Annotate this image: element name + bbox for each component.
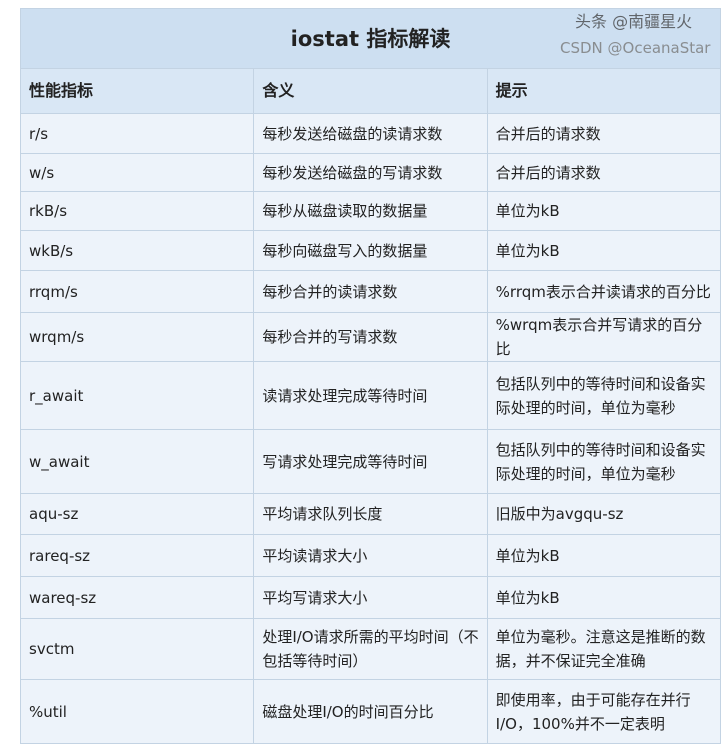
metric-cell: r/s: [19, 113, 255, 154]
hint-cell: 包括队列中的等待时间和设备实际处理的时间，单位为毫秒: [486, 361, 722, 430]
meaning-cell: 每秒向磁盘写入的数据量: [253, 230, 488, 271]
table-row: wkB/s 每秒向磁盘写入的数据量 单位为kB: [19, 230, 722, 271]
table-row: r/s 每秒发送给磁盘的读请求数 合并后的请求数: [19, 113, 722, 154]
hint-cell: 单位为kB: [486, 576, 722, 619]
table-row: rrqm/s 每秒合并的读请求数 %rrqm表示合并读请求的百分比: [19, 270, 722, 313]
metric-cell: rkB/s: [19, 191, 255, 231]
hint-cell: 单位为kB: [486, 534, 722, 577]
table-row: svctm 处理I/O请求所需的平均时间（不包括等待时间） 单位为毫秒。注意这是推断…: [19, 618, 722, 680]
table-row: wareq-sz 平均写请求大小 单位为kB: [19, 576, 722, 619]
column-header-metric: 性能指标: [19, 68, 255, 114]
table-row: %util 磁盘处理I/O的时间百分比 即使用率，由于可能存在并行I/O，100%并…: [19, 679, 722, 744]
meaning-cell: 平均读请求大小: [253, 534, 488, 577]
meaning-cell: 处理I/O请求所需的平均时间（不包括等待时间）: [253, 618, 488, 680]
hint-cell: 即使用率，由于可能存在并行I/O，100%并不一定表明: [486, 679, 722, 744]
metric-cell: wareq-sz: [19, 576, 255, 619]
table-row: aqu-sz 平均请求队列长度 旧版中为avgqu-sz: [19, 493, 722, 535]
hint-cell: %rrqm表示合并读请求的百分比: [486, 270, 722, 313]
metric-cell: rrqm/s: [19, 270, 255, 313]
hint-cell: 单位为毫秒。注意这是推断的数据，并不保证完全准确: [486, 618, 722, 680]
table-row: w_await 写请求处理完成等待时间 包括队列中的等待时间和设备实际处理的时间，单…: [19, 429, 722, 494]
meaning-cell: 写请求处理完成等待时间: [253, 429, 488, 494]
metric-cell: wkB/s: [19, 230, 255, 271]
table-row: wrqm/s 每秒合并的写请求数 %wrqm表示合并写请求的百分比: [19, 312, 722, 362]
meaning-cell: 每秒从磁盘读取的数据量: [253, 191, 488, 231]
iostat-metrics-table: iostat 指标解读 性能指标 含义 提示 r/s 每秒发送给磁盘的读请求数 合并…: [19, 8, 722, 744]
metric-cell: rareq-sz: [19, 534, 255, 577]
column-header-meaning: 含义: [253, 68, 488, 114]
hint-cell: %wrqm表示合并写请求的百分比: [486, 312, 722, 362]
hint-cell: 包括队列中的等待时间和设备实际处理的时间，单位为毫秒: [486, 429, 722, 494]
meaning-cell: 磁盘处理I/O的时间百分比: [253, 679, 488, 744]
hint-cell: 旧版中为avgqu-sz: [486, 493, 722, 535]
hint-cell: 合并后的请求数: [486, 153, 722, 192]
table-row: r_await 读请求处理完成等待时间 包括队列中的等待时间和设备实际处理的时间，单…: [19, 361, 722, 430]
hint-cell: 单位为kB: [486, 230, 722, 271]
metric-cell: w_await: [19, 429, 255, 494]
column-header-hint: 提示: [486, 68, 722, 114]
metric-cell: %util: [19, 679, 255, 744]
hint-cell: 合并后的请求数: [486, 113, 722, 154]
metric-cell: w/s: [19, 153, 255, 192]
table-title: iostat 指标解读: [20, 8, 721, 69]
meaning-cell: 每秒合并的读请求数: [253, 270, 488, 313]
metric-cell: wrqm/s: [19, 312, 255, 362]
meaning-cell: 平均写请求大小: [253, 576, 488, 619]
meaning-cell: 每秒合并的写请求数: [253, 312, 488, 362]
table-row: w/s 每秒发送给磁盘的写请求数 合并后的请求数: [19, 153, 722, 192]
hint-cell: 单位为kB: [486, 191, 722, 231]
table-row: rkB/s 每秒从磁盘读取的数据量 单位为kB: [19, 191, 722, 231]
table-row: rareq-sz 平均读请求大小 单位为kB: [19, 534, 722, 577]
metric-cell: svctm: [19, 618, 255, 680]
meaning-cell: 读请求处理完成等待时间: [253, 361, 488, 430]
metric-cell: r_await: [19, 361, 255, 430]
meaning-cell: 平均请求队列长度: [253, 493, 488, 535]
meaning-cell: 每秒发送给磁盘的写请求数: [253, 153, 488, 192]
meaning-cell: 每秒发送给磁盘的读请求数: [253, 113, 488, 154]
metric-cell: aqu-sz: [19, 493, 255, 535]
